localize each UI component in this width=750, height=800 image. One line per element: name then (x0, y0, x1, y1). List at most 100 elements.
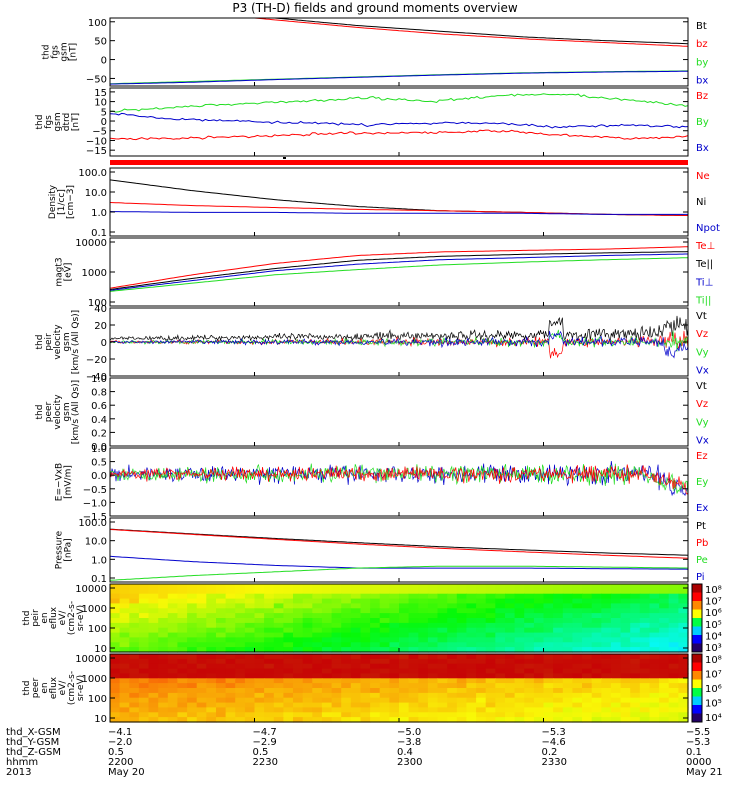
heatmap-cell (418, 688, 429, 694)
heatmap-cell (514, 678, 525, 684)
heatmap-cell (427, 627, 439, 634)
heatmap-cell (543, 603, 554, 609)
heatmap-cell (572, 603, 583, 609)
heatmap-cell (485, 658, 496, 665)
heatmap-cell (312, 663, 323, 670)
heatmap-cell (350, 692, 361, 699)
heatmap-cell (167, 707, 178, 713)
heatmap-cell (216, 588, 227, 595)
heatmap-cell (553, 673, 564, 679)
heatmap-cell (659, 584, 670, 590)
heatmap-cell (119, 588, 130, 595)
heatmap-cell (678, 683, 689, 689)
heatmap-cell (437, 697, 448, 704)
heatmap-cell (476, 678, 487, 684)
y-axis-label-line: peer (31, 677, 41, 698)
heatmap-cell (447, 717, 458, 723)
heatmap-cell (572, 613, 583, 619)
colorbar-tick-label: 10⁸ (705, 585, 722, 596)
heatmap-cell (543, 692, 554, 699)
heatmap-cell (379, 584, 390, 590)
heatmap-cell (524, 647, 535, 653)
heatmap-cell (639, 678, 650, 684)
heatmap-cell (553, 678, 564, 684)
heatmap-cell (110, 647, 121, 653)
heatmap-cell (476, 603, 487, 609)
heatmap-cell (620, 603, 631, 609)
heatmap-cell (476, 584, 487, 590)
heatmap-cell (418, 658, 429, 665)
heatmap-cell (591, 593, 602, 600)
panel-pressure: Pressure[nPa] (55, 517, 689, 583)
heatmap-cell (399, 717, 410, 723)
heatmap-cell (659, 658, 670, 665)
heatmap-cell (302, 632, 313, 639)
series-Pt (109, 528, 689, 556)
heatmap-cell (293, 697, 304, 704)
heatmap-cell (331, 688, 342, 694)
heatmap-cell (235, 603, 246, 609)
heatmap-cell (206, 702, 217, 709)
heatmap-cell (379, 647, 390, 653)
mode-bar (110, 160, 688, 165)
heatmap-cell (505, 688, 516, 694)
heatmap-cell (167, 712, 178, 718)
heatmap-cell (196, 702, 207, 709)
heatmap-cell (341, 658, 352, 665)
heatmap-cell (235, 637, 246, 643)
heatmap-cell (659, 678, 670, 684)
heatmap-cell (158, 673, 169, 679)
heatmap-cell (427, 673, 439, 679)
heatmap-cell (379, 697, 390, 704)
heatmap-cell (495, 678, 506, 684)
heatmap-cell (572, 588, 583, 595)
heatmap-cell (138, 593, 150, 600)
y-axis-label-line: thd (35, 335, 45, 350)
y-tick-label: 100 (88, 18, 107, 29)
heatmap-cell (331, 673, 342, 679)
heatmap-cell (187, 603, 198, 609)
heatmap-cell (119, 603, 130, 609)
heatmap-cell (331, 717, 342, 723)
heatmap-cell (582, 593, 593, 600)
heatmap-cell (254, 608, 265, 614)
heatmap-cell (582, 717, 593, 723)
heatmap-cell (350, 642, 361, 648)
heatmap-cell (610, 697, 622, 704)
heatmap-cell (187, 678, 198, 684)
heatmap-cell (562, 673, 573, 679)
heatmap-cell (533, 717, 545, 723)
heatmap-cell (206, 588, 217, 595)
legend-Vt: Vt (696, 311, 707, 322)
heatmap-cell (177, 622, 188, 629)
heatmap-cell (601, 584, 612, 590)
heatmap-cell (639, 637, 650, 643)
heatmap-cell (399, 697, 410, 704)
heatmap-cell (110, 613, 121, 619)
heatmap-cell (119, 712, 130, 718)
heatmap-cell (187, 658, 198, 665)
heatmap-cell (543, 613, 554, 619)
heatmap-cell (399, 712, 410, 718)
heatmap-cell (331, 637, 342, 643)
heatmap-cell (206, 613, 217, 619)
y-axis-label-line: gsm (62, 332, 72, 351)
heatmap-cell (572, 632, 583, 639)
heatmap-cell (553, 588, 564, 595)
heatmap-cell (620, 717, 631, 723)
x-tick-label: 0.5 (253, 747, 269, 758)
heatmap-cell (543, 637, 554, 643)
heatmap-cell (630, 692, 641, 699)
heatmap-cell (293, 642, 304, 648)
heatmap-cell (668, 593, 679, 600)
heatmap-cell (225, 588, 236, 595)
heatmap-cell (408, 627, 419, 634)
heatmap-cell (476, 632, 487, 639)
heatmap-cell (495, 603, 506, 609)
heatmap-cell (399, 588, 410, 595)
series-Ex (109, 460, 689, 497)
heatmap-cell (293, 637, 304, 643)
heatmap-cell (370, 622, 381, 629)
heatmap-cell (370, 688, 381, 694)
heatmap-cell (167, 608, 178, 614)
